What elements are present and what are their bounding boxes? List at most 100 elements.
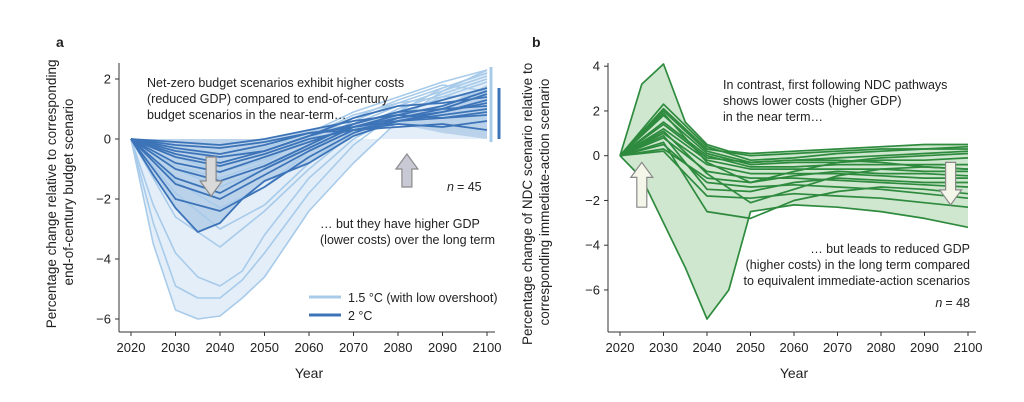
- legend-label-2c: 2 °C: [348, 309, 372, 323]
- band-1p5c: [131, 70, 487, 319]
- panel-a-sample-size: n = 45: [447, 180, 482, 194]
- panel-b-annotation-bottom-3: to equivalent immediate-action scenarios: [743, 274, 970, 288]
- panel-b-ylabel-line1: Percentage change of NDC scenario relati…: [520, 63, 535, 345]
- series-line-ndc: [619, 130, 969, 204]
- series-line-2c: [130, 105, 488, 182]
- panel-a-annotation-bottom-2: (lower costs) over the long term: [320, 233, 495, 247]
- panel-a-x-axis-label: Year: [295, 365, 324, 381]
- arrow-down-icon: [198, 156, 224, 198]
- panel-b-annotation-bottom-2: (higher costs) in the long term compared: [746, 258, 970, 272]
- panel-b-sample-size: n = 48: [935, 296, 970, 310]
- y-tick-label: −4: [585, 238, 600, 253]
- y-tick-label: 4: [593, 59, 600, 74]
- panel-a-tick-labels: 2 0 −2 −4 −6 2020 2030 2040 2050 2060 2070 2080 2090…: [96, 72, 501, 356]
- panel-a-annotation-top-1: Net-zero budget scenarios exhibit higher…: [147, 76, 404, 90]
- arrow-up-icon: [629, 161, 654, 208]
- x-tick-label: 2020: [117, 340, 146, 355]
- y-tick-label: −6: [585, 282, 600, 297]
- series-line-ndc: [619, 134, 968, 193]
- x-tick-label: 2050: [250, 340, 279, 355]
- panel-b-ylabel-line2: corresponding immediate-action scenario: [537, 79, 552, 326]
- legend-label-1p5c: 1.5 °C (with low overshoot): [348, 291, 498, 305]
- series-line-2c: [130, 102, 488, 173]
- panel-b-n-symbol: n: [935, 296, 942, 310]
- panel-b-band: [620, 64, 968, 319]
- panel-a-annotation-top-2: (reduced GDP) compared to end-of-century: [147, 92, 389, 106]
- panel-a-range-bars: [489, 67, 501, 142]
- x-tick-label: 2070: [823, 340, 852, 355]
- panel-a-series-lines: [130, 69, 488, 320]
- arrow-down-icon: [938, 161, 963, 206]
- x-tick-label: 2090: [910, 340, 939, 355]
- panel-b-annotation-top-3: in the near term…: [723, 110, 823, 124]
- y-tick-label: 2: [104, 72, 111, 87]
- panel-a-legend: 1.5 °C (with low overshoot) 2 °C: [309, 291, 498, 323]
- series-line-2c: [130, 93, 488, 212]
- y-tick-label: 0: [593, 148, 600, 163]
- y-tick-label: −2: [96, 192, 111, 207]
- panel-a-n-value: = 45: [457, 180, 482, 194]
- series-line-ndc: [619, 132, 968, 179]
- x-tick-label: 2030: [649, 340, 678, 355]
- panel-b-tick-labels: 4 2 0 −2 −4 −6 2020 2030 2040 2050 2060 2070 2080 209…: [585, 59, 982, 355]
- panel-b: b 4 2 0 −2 −4 −6 2020 2030 2040 2050 2060 2070 2080 2…: [520, 34, 982, 381]
- x-tick-label: 2070: [339, 340, 368, 355]
- series-line-ndc: [619, 114, 969, 166]
- panel-a-ylabel-line2: end-of-century budget scenario: [61, 99, 76, 286]
- series-line-2c: [130, 114, 488, 146]
- x-tick-label: 2040: [693, 340, 722, 355]
- x-tick-label: 2060: [780, 340, 809, 355]
- series-line-ndc: [619, 155, 969, 320]
- series-line-ndc: [619, 136, 969, 188]
- series-line-2c: [130, 120, 488, 167]
- series-line-1p5c: [130, 72, 488, 299]
- panel-b-annotation-bottom-1: … but leads to reduced GDP: [810, 242, 970, 256]
- series-line-ndc: [619, 112, 969, 184]
- panel-b-n-value: = 48: [945, 296, 970, 310]
- arrow-up-icon: [394, 152, 420, 188]
- series-line-ndc: [619, 148, 969, 184]
- x-tick-label: 2090: [428, 340, 457, 355]
- series-line-ndc: [619, 123, 969, 170]
- y-tick-label: −4: [96, 252, 111, 267]
- x-tick-label: 2100: [954, 340, 983, 355]
- x-tick-label: 2020: [606, 340, 635, 355]
- panel-a-letter: a: [56, 34, 64, 50]
- y-tick-label: 2: [593, 103, 600, 118]
- x-tick-label: 2030: [161, 340, 190, 355]
- x-tick-label: 2050: [736, 340, 765, 355]
- panel-b-y-axis-label: Percentage change of NDC scenario relati…: [520, 59, 552, 345]
- panel-b-arrows: [629, 161, 963, 208]
- x-tick-label: 2040: [206, 340, 235, 355]
- x-tick-label: 2100: [473, 340, 502, 355]
- x-tick-label: 2080: [867, 340, 896, 355]
- panel-a: a 2 0 −2 −4 −6 2020 2030 2040 2050 2060 2070 2080 20…: [44, 34, 501, 381]
- x-tick-label: 2080: [384, 340, 413, 355]
- panel-a-n-symbol: n: [447, 180, 454, 194]
- series-line-ndc: [619, 141, 969, 220]
- panel-a-y-axis-label: Percentage change relative to correspond…: [44, 56, 76, 328]
- panel-b-letter: b: [532, 34, 541, 50]
- ndc-band: [620, 64, 968, 319]
- series-line-2c: [130, 123, 488, 155]
- y-tick-label: −2: [585, 193, 600, 208]
- y-tick-label: 0: [104, 132, 111, 147]
- series-line-ndc: [619, 127, 968, 173]
- panel-a-annotation-top-3: budget scenarios in the near-term…: [147, 108, 346, 122]
- panel-b-annotation-top-1: In contrast, first following NDC pathway…: [723, 78, 947, 92]
- series-line-2c: [130, 90, 488, 194]
- panel-a-axes: [115, 63, 495, 336]
- panel-b-series-lines: [619, 63, 969, 320]
- series-line-2c: [130, 96, 488, 164]
- y-tick-label: −6: [96, 312, 111, 327]
- x-tick-label: 2060: [295, 340, 324, 355]
- series-line-ndc: [619, 107, 968, 157]
- panel-a-arrows: [198, 152, 420, 198]
- panel-b-x-axis-label: Year: [780, 365, 809, 381]
- series-line-ndc: [619, 63, 968, 156]
- series-line-2c: [130, 111, 488, 200]
- panel-a-annotation-bottom-1: … but they have higher GDP: [320, 217, 480, 231]
- series-line-ndc: [619, 143, 969, 200]
- panel-b-annotation-top-2: shows lower costs (higher GDP): [723, 94, 902, 108]
- panel-b-axes: [604, 63, 976, 336]
